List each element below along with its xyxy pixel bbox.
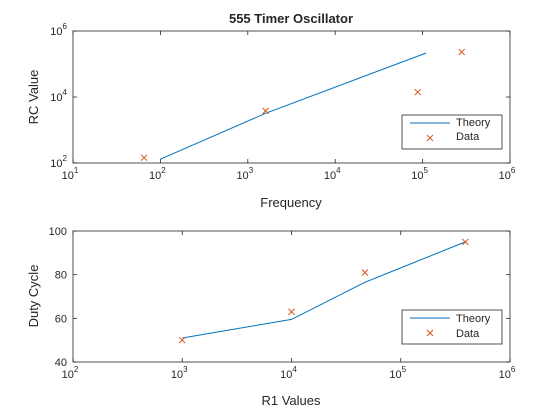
chart-2-data-point	[288, 308, 295, 316]
chart-1-y-tick-label: 106	[50, 22, 67, 38]
chart-2-legend-data-swatch	[426, 329, 434, 337]
chart-2-y-tick-label: 40	[55, 357, 67, 369]
chart-2-legend-data-label: Data	[456, 328, 480, 340]
chart-1-title: 555 Timer Oscillator	[229, 11, 353, 26]
chart-2-data-point	[461, 238, 469, 246]
chart-1-data-point	[140, 154, 148, 162]
chart-1-y-tick-label: 102	[50, 154, 67, 170]
chart-1-legend-data-label: Data	[456, 131, 480, 143]
chart-2-x-axis-label: R1 Values	[261, 393, 321, 408]
chart-1-x-axis-label: Frequency	[260, 195, 322, 210]
chart-2-legend-box	[401, 309, 503, 345]
chart-2-x-tick-label: 102	[62, 365, 79, 381]
chart-2-y-tick-label: 100	[49, 226, 67, 238]
chart-2-x-tick-label: 103	[171, 365, 188, 381]
chart-1-y-axis-label: RC Value	[26, 70, 41, 125]
chart-1-data-point	[458, 48, 466, 56]
chart-1-legend-data-swatch	[426, 134, 434, 142]
chart-2-legend-theory-label: Theory	[456, 313, 491, 325]
chart-2-theory-line	[182, 241, 466, 339]
chart-1-legend-theory-label: Theory	[456, 117, 491, 129]
chart-1-data-point	[414, 88, 422, 96]
chart-2-data-point	[178, 336, 186, 344]
chart-2-y-tick-label: 80	[55, 270, 67, 282]
chart-1-data-point	[262, 107, 269, 115]
chart-1-x-tick-label: 103	[236, 166, 253, 182]
chart-1-x-tick-label: 101	[62, 166, 79, 182]
chart-2-y-tick-label: 60	[55, 313, 67, 325]
chart-1-x-tick-label: 102	[149, 166, 166, 182]
chart-1-theory-line	[160, 52, 427, 160]
chart-2-x-tick-label: 105	[389, 365, 406, 381]
chart-2-x-tick-label: 106	[499, 365, 516, 381]
chart-2-y-axis-label: Duty Cycle	[26, 265, 41, 328]
chart-2-data-point	[361, 269, 369, 276]
chart-1-legend-box	[401, 114, 503, 150]
chart-1-x-tick-label: 106	[499, 166, 516, 182]
chart-1-x-tick-label: 105	[411, 166, 428, 182]
chart-2-x-tick-label: 104	[280, 365, 297, 381]
chart-1-x-tick-label: 104	[324, 166, 341, 182]
chart-1-y-tick-label: 104	[50, 88, 67, 104]
